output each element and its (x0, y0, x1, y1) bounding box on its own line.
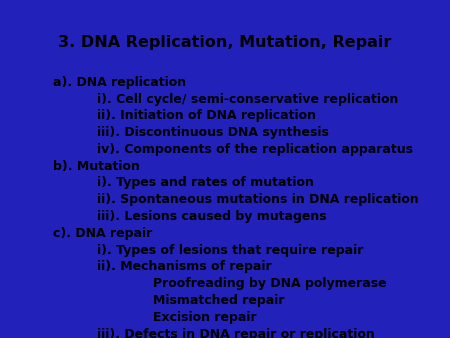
Text: i). Cell cycle/ semi-conservative replication: i). Cell cycle/ semi-conservative replic… (97, 93, 398, 105)
Text: i). Types of lesions that require repair: i). Types of lesions that require repair (97, 244, 363, 257)
Text: c). DNA repair: c). DNA repair (53, 227, 152, 240)
Text: iii). Discontinuous DNA synthesis: iii). Discontinuous DNA synthesis (97, 126, 328, 139)
Text: ii). Mechanisms of repair: ii). Mechanisms of repair (97, 260, 271, 273)
Text: ii). Initiation of DNA replication: ii). Initiation of DNA replication (97, 109, 316, 122)
Text: Proofreading by DNA polymerase: Proofreading by DNA polymerase (153, 277, 387, 290)
Text: iii). Defects in DNA repair or replication: iii). Defects in DNA repair or replicati… (97, 328, 374, 338)
Text: ii). Spontaneous mutations in DNA replication: ii). Spontaneous mutations in DNA replic… (97, 193, 419, 206)
Text: Mismatched repair: Mismatched repair (153, 294, 284, 307)
Text: 3. DNA Replication, Mutation, Repair: 3. DNA Replication, Mutation, Repair (58, 35, 392, 50)
Text: iii). Lesions caused by mutagens: iii). Lesions caused by mutagens (97, 210, 326, 223)
Text: a). DNA replication: a). DNA replication (53, 76, 186, 89)
Text: Excision repair: Excision repair (153, 311, 256, 324)
Text: b). Mutation: b). Mutation (53, 160, 140, 173)
Text: iv). Components of the replication apparatus: iv). Components of the replication appar… (97, 143, 413, 156)
Text: i). Types and rates of mutation: i). Types and rates of mutation (97, 176, 314, 190)
